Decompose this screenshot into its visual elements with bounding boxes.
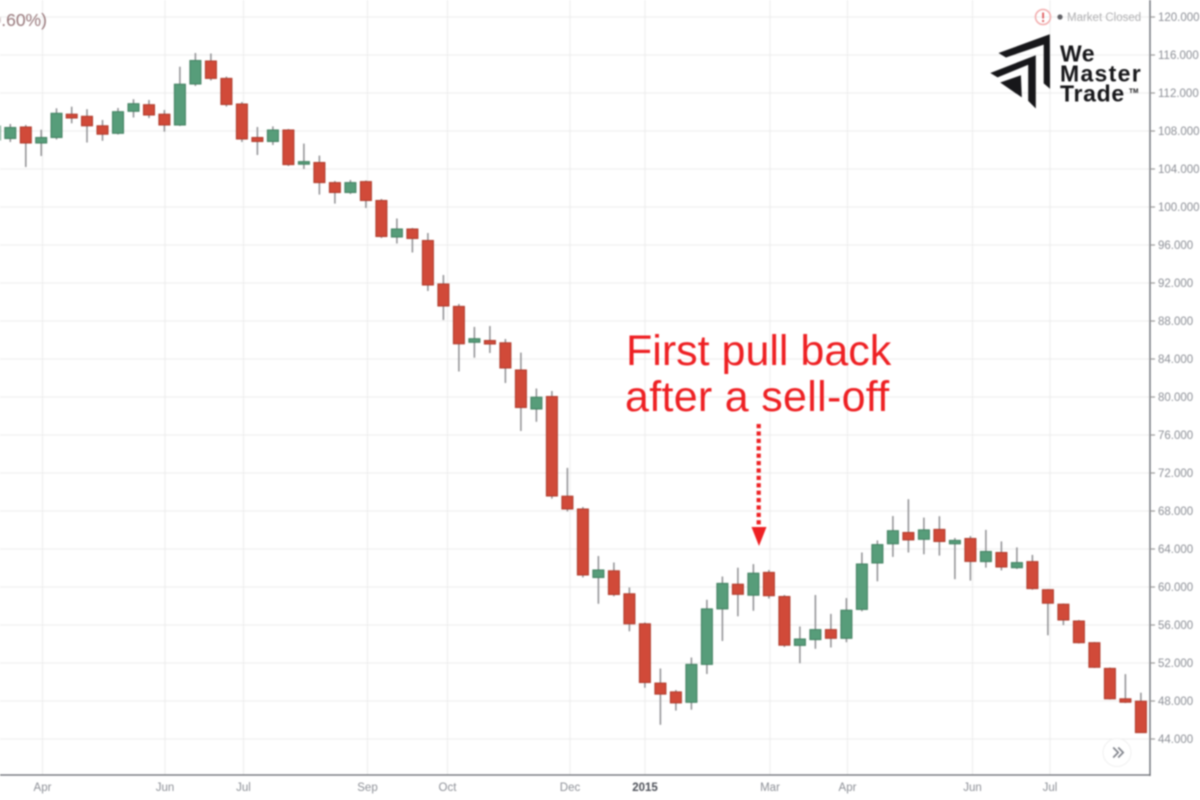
svg-text:112.000: 112.000 [1158,88,1199,100]
svg-text:100.000: 100.000 [1158,202,1200,214]
svg-text:2015: 2015 [632,782,658,794]
svg-text:108.000: 108.000 [1158,126,1200,138]
svg-text:0.60%): 0.60%) [0,10,47,30]
svg-text:Trade: Trade [1060,81,1125,107]
svg-text:Mar: Mar [760,782,780,794]
svg-text:96.000: 96.000 [1158,240,1193,252]
svg-text:84.000: 84.000 [1158,354,1193,366]
svg-text:60.000: 60.000 [1158,582,1193,594]
svg-text:Dec: Dec [560,782,581,794]
svg-text:Master: Master [1060,61,1142,87]
svg-text:TM: TM [1129,88,1138,95]
svg-text:56.000: 56.000 [1158,620,1193,632]
svg-text:Oct: Oct [439,782,458,794]
svg-text:Market Closed: Market Closed [1067,12,1141,24]
svg-text:Jul: Jul [236,782,251,794]
svg-text:104.000: 104.000 [1158,164,1200,176]
svg-text:Sep: Sep [357,782,377,794]
svg-text:52.000: 52.000 [1158,658,1193,670]
svg-text:120.000: 120.000 [1158,12,1200,24]
svg-text:Jul: Jul [1043,782,1058,794]
svg-text:68.000: 68.000 [1158,506,1193,518]
svg-text:We: We [1060,41,1095,67]
svg-text:64.000: 64.000 [1158,544,1193,556]
svg-text:80.000: 80.000 [1158,392,1193,404]
svg-text:Apr: Apr [34,782,52,794]
svg-text:48.000: 48.000 [1158,696,1193,708]
svg-text:Apr: Apr [839,782,857,794]
svg-text:116.000: 116.000 [1158,50,1199,62]
svg-text:72.000: 72.000 [1158,468,1193,480]
svg-text:88.000: 88.000 [1158,316,1193,328]
svg-text:44.000: 44.000 [1158,734,1193,746]
svg-text:First pull back: First pull back [626,327,892,375]
svg-text:76.000: 76.000 [1158,430,1193,442]
svg-text:Jun: Jun [156,782,175,794]
svg-text:after a sell-off: after a sell-off [625,373,890,421]
svg-text:Jun: Jun [963,782,982,794]
svg-text:92.000: 92.000 [1158,278,1193,290]
